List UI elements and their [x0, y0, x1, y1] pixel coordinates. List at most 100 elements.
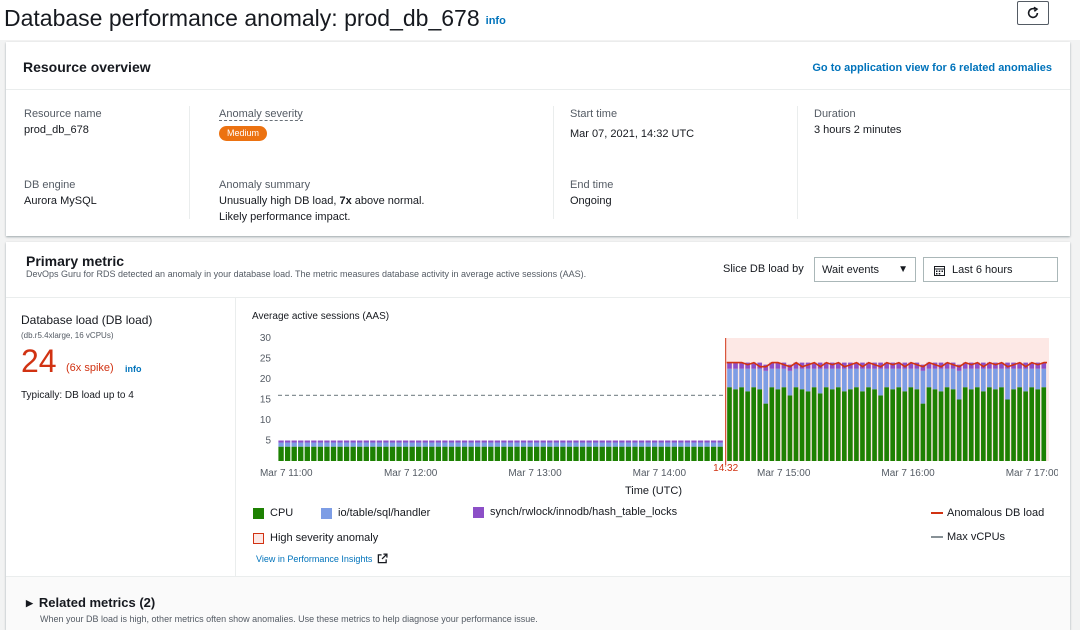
bar-segment-cpu	[468, 446, 474, 461]
bar-segment-io	[481, 442, 487, 447]
bar-segment-synch	[1035, 362, 1041, 369]
bar-segment-synch	[938, 362, 944, 369]
x-tick-label: Mar 7 11:00	[260, 468, 313, 479]
bar-segment-io	[799, 368, 805, 390]
bar-segment-synch	[710, 440, 717, 443]
bar-segment-synch	[811, 362, 817, 369]
bar-segment-cpu	[534, 446, 540, 461]
bar-segment-io	[974, 368, 980, 388]
bar-segment-cpu	[429, 446, 435, 461]
bar-segment-synch	[854, 362, 859, 369]
bar-segment-io	[793, 368, 799, 388]
legend-cpu: CPU	[253, 507, 293, 519]
bar-segment-io	[884, 368, 889, 388]
slice-select[interactable]: Wait events ▼	[814, 257, 916, 282]
bar-segment-cpu	[665, 446, 671, 461]
refresh-button[interactable]	[1017, 1, 1049, 25]
bar-segment-synch	[920, 364, 926, 371]
bar-segment-io	[619, 442, 625, 447]
bar-segment-cpu	[560, 446, 566, 461]
related-metrics-toggle[interactable]: ▶ Related metrics (2)	[26, 595, 155, 610]
start-time-value: Mar 07, 2021, 14:32 UTC	[570, 128, 695, 140]
bar-segment-cpu	[501, 446, 507, 461]
bar-segment-synch	[370, 440, 376, 443]
bar-segment-cpu	[884, 387, 889, 461]
bar-segment-synch	[461, 440, 468, 443]
bar-segment-synch	[823, 362, 829, 369]
aas-chart[interactable]: 5 10 15 20 25 30 Mar 7 11:00 Mar 7 12:00 Mar 7 1…	[242, 328, 1058, 498]
metric-info-link[interactable]: info	[125, 364, 142, 374]
bar-segment-io	[291, 442, 297, 447]
bar-segment-io	[896, 368, 902, 388]
bar-segment-cpu	[866, 387, 871, 461]
bar-segment-cpu	[950, 389, 956, 461]
bar-segment-cpu	[962, 387, 968, 461]
bar-segment-io	[396, 442, 402, 447]
bar-segment-synch	[304, 440, 310, 443]
bar-segment-synch	[448, 440, 455, 443]
bar-segment-io	[553, 442, 560, 447]
bar-segment-cpu	[944, 387, 950, 461]
bar-segment-synch	[540, 440, 546, 443]
time-range-select[interactable]: Last 6 hours	[923, 257, 1058, 282]
bar-segment-cpu	[625, 446, 632, 461]
end-time-field: End time Ongoing	[570, 177, 613, 209]
performance-insights-link[interactable]: View in Performance Insights	[256, 553, 388, 564]
bar-segment-cpu	[350, 446, 356, 461]
bar-segment-synch	[481, 440, 487, 443]
bar-segment-io	[435, 442, 442, 447]
summary-line-1: Unusually high DB load, 7x above normal.	[219, 195, 425, 207]
bar-segment-io	[817, 368, 823, 394]
title-info-link[interactable]: info	[485, 15, 506, 27]
bar-segment-cpu	[1005, 399, 1010, 461]
bar-segment-io	[514, 442, 520, 447]
bar-segment-io	[968, 368, 974, 390]
bar-segment-io	[488, 442, 494, 447]
bar-segment-io	[606, 442, 612, 447]
bar-segment-cpu	[842, 391, 847, 461]
legend-cpu-label: CPU	[270, 507, 294, 519]
bar-segment-synch	[475, 440, 481, 443]
severity-label[interactable]: Anomaly severity	[219, 108, 303, 121]
bar-segment-synch	[678, 440, 684, 443]
metric-value: 24	[21, 343, 57, 379]
bar-segment-cpu	[745, 391, 750, 461]
bar-segment-io	[717, 442, 723, 447]
bar-segment-cpu	[330, 446, 337, 461]
summary-line-2: Likely performance impact.	[219, 211, 351, 223]
legend-synch: synch/rwlock/innodb/hash_table_locks	[473, 506, 677, 518]
bar-segment-io	[908, 368, 914, 388]
bar-segment-synch	[396, 440, 402, 443]
bar-segment-synch	[866, 362, 871, 369]
bar-segment-io	[520, 442, 527, 447]
bar-segment-io	[507, 442, 514, 447]
bar-segment-cpu	[793, 387, 799, 461]
bar-segment-io	[932, 368, 938, 390]
bar-segment-cpu	[475, 446, 481, 461]
bar-segment-io	[357, 442, 363, 447]
duration-label: Duration	[814, 108, 856, 120]
bar-segment-synch	[890, 362, 896, 369]
bar-segment-io	[376, 442, 383, 447]
bar-segment-cpu	[769, 387, 775, 461]
related-anomalies-link[interactable]: Go to application view for 6 related ano…	[812, 62, 1052, 74]
bar-segment-cpu	[751, 387, 756, 461]
bar-segment-synch	[298, 440, 304, 443]
bar-segment-io	[1035, 368, 1041, 390]
bar-segment-io	[560, 442, 566, 447]
bar-segment-io	[751, 368, 756, 388]
bar-segment-io	[304, 442, 310, 447]
legend-io: io/table/sql/handler	[321, 507, 430, 519]
bar-segment-cpu	[956, 399, 962, 461]
bar-segment-cpu	[298, 446, 304, 461]
bar-segment-io	[962, 368, 968, 388]
bar-segment-synch	[527, 440, 533, 443]
bar-segment-synch	[968, 362, 974, 369]
bar-segment-io	[632, 442, 638, 447]
bar-segment-synch	[376, 440, 383, 443]
bar-segment-synch	[638, 440, 645, 443]
bar-segment-cpu	[717, 446, 723, 461]
bar-segment-cpu	[678, 446, 684, 461]
bar-segment-cpu	[599, 446, 605, 461]
bar-segment-synch	[914, 362, 920, 369]
